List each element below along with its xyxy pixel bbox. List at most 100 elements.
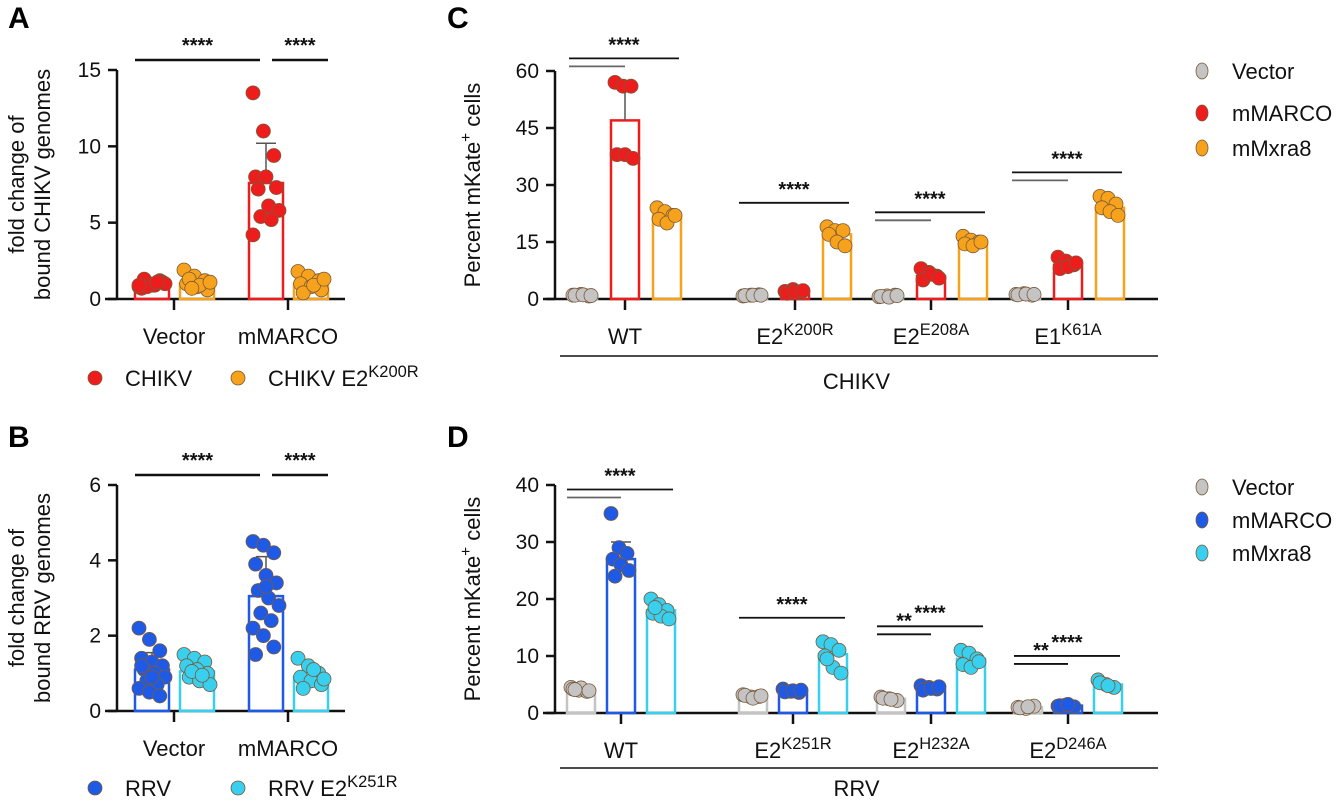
legend-label: CHIKV E2K200R [268,363,419,391]
x-tick-label: E2K251R [754,735,831,763]
data-point [194,667,210,683]
y-tick-label-text: 40 [516,474,539,497]
legend-marker [1195,62,1209,80]
legend-marker [1195,544,1209,562]
data-point [971,654,987,670]
y-tick-label: 5 [89,212,101,235]
y-tick-label: 30 [516,174,539,197]
significance-label-text: **** [182,450,213,472]
x-tick-label-text: WT [604,738,638,763]
y-tick-label: 20 [516,588,539,611]
data-point [295,681,311,696]
data-point [1100,678,1116,694]
x-tick-label-text: Vector [143,324,205,349]
data-point [248,556,264,572]
y-axis-label: Percent mKate+ cells [458,83,485,288]
x-tick-label: E2D246A [1029,735,1106,763]
data-point [625,150,641,166]
significance-label: **** [284,35,315,57]
significance-label: **** [284,450,315,472]
significance-label-text: **** [1051,632,1082,654]
data-point [1060,697,1076,712]
group-label: RRV [833,776,879,801]
y-tick-label-text: 6 [89,474,101,497]
data-point [134,658,150,674]
significance-label-text: **** [914,602,945,624]
data-point [1020,699,1036,715]
y-axis-label-text: Percent mKate [460,556,485,702]
legend-marker [1195,139,1209,157]
y-tick-label-text: 2 [89,625,101,648]
y-tick-label: 0 [527,702,539,725]
y-tick-label: 4 [89,549,101,572]
y-tick-label-text: 5 [89,212,101,235]
x-tick-label-superscript: K251R [781,735,832,753]
data-point [661,611,677,627]
y-tick-label-text: 10 [78,135,101,158]
y-axis-label: Percent mKate+ cells [458,497,485,702]
y-tick-label: 40 [516,474,539,497]
legend-label-text: mMxra8 [1232,136,1311,161]
data-point [753,688,769,704]
x-tick-label: E1K61A [1034,321,1101,349]
x-tick-label: E2K200R [756,321,833,349]
significance-label: **** [914,188,945,210]
panel-letter: C [447,2,469,35]
group-label-text: CHIKV [823,369,891,394]
data-point [255,537,271,553]
legend-label: mMxra8 [1232,136,1311,161]
data-point [619,546,635,561]
significance-label-text: **** [604,466,635,488]
significance-label: **** [914,602,945,624]
x-tick-label: WT [604,738,638,763]
y-tick-label-text: 4 [89,549,101,572]
x-tick-label-text: Vector [143,736,205,761]
data-point [202,274,218,290]
y-tick-label-text: 30 [516,174,539,197]
data-point [973,234,989,250]
data-point [837,238,853,254]
data-point [141,632,157,647]
data-point [581,683,597,699]
significance-label-text: **** [608,34,639,56]
y-axis-label: bound RRV genomes [30,493,55,703]
data-point [255,123,271,139]
significance-label: **** [1051,632,1082,654]
y-tick-label: 15 [78,59,101,82]
data-point [793,682,809,698]
data-point [131,620,147,636]
group-label-text: RRV [833,776,879,801]
data-point [144,669,160,685]
data-point [889,288,905,303]
y-tick-label: 10 [516,645,539,668]
significance-label-text: **** [776,594,807,616]
y-axis-label-text: bound CHIKV genomes [30,69,55,300]
data-point [306,662,322,677]
significance-label: **** [778,179,809,201]
data-point [831,642,847,658]
legend-label: CHIKV [125,366,193,391]
y-axis-label-text: bound RRV genomes [30,493,55,703]
data-point [607,568,623,584]
y-axis-label-text: cells [460,83,485,133]
y-axis-label-superscript: + [458,133,475,142]
data-point [647,600,663,615]
legend-label-text: mMARCO [1232,508,1332,533]
significance-label-text: **** [778,179,809,201]
significance-label-text: **** [182,35,213,57]
legend-label: RRV [125,776,171,801]
group-label: CHIKV [823,369,891,394]
x-tick-label: WT [608,324,642,349]
x-tick-label: mMARCO [238,324,338,349]
data-point [245,620,261,636]
data-point [266,148,282,163]
x-tick-label: Vector [143,736,205,761]
y-axis-label: fold change of [4,115,29,254]
y-tick-label-text: 15 [78,59,101,82]
panel-letter-text: C [447,2,469,35]
panel-letter: B [8,421,30,454]
data-point [621,563,637,578]
legend-label-text: mMARCO [1232,101,1332,126]
x-tick-label-text: E2 [1029,738,1056,763]
